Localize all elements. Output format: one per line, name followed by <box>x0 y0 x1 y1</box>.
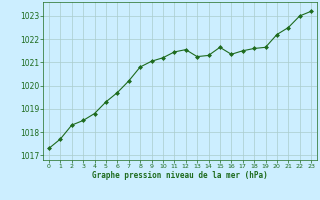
X-axis label: Graphe pression niveau de la mer (hPa): Graphe pression niveau de la mer (hPa) <box>92 171 268 180</box>
